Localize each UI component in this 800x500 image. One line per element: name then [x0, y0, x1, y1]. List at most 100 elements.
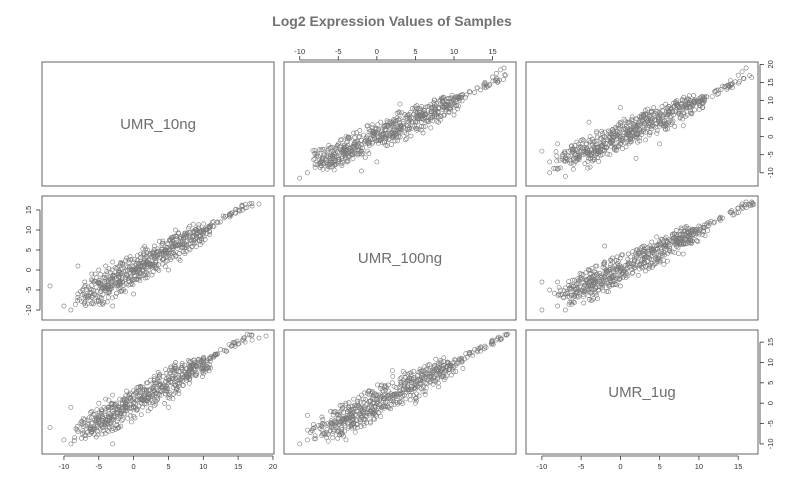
point-dense-p0-512	[340, 154, 345, 160]
panel-frame-r0c0	[41, 61, 275, 187]
point-dense-p2-475	[197, 238, 203, 244]
point-dense-p0-237	[331, 167, 337, 173]
point-dense-p1-506	[696, 107, 702, 112]
point-dense-p2-409	[135, 269, 140, 274]
point-dense-p3-462	[588, 283, 593, 289]
point-dense-p1-225	[673, 99, 678, 105]
point-tail-p5-22	[475, 349, 480, 355]
point-dense-p0-491	[319, 163, 324, 169]
point-dense-p2-125	[98, 296, 104, 302]
point-dense-p1-496	[675, 102, 681, 107]
point-dense-p2-384	[98, 288, 103, 294]
point-dense-p1-446	[627, 136, 633, 141]
point-dense-p2-508	[140, 260, 146, 265]
point-dense-p1-93	[634, 116, 640, 122]
point-dense-p0-519	[414, 115, 420, 121]
point-dense-p1-277	[653, 108, 659, 114]
point-dense-p0-518	[350, 151, 355, 157]
point-dense-p3-292	[587, 268, 593, 273]
point-dense-p2-505	[116, 286, 122, 292]
point-dense-p3-443	[627, 264, 633, 270]
point-tail-p2-3	[194, 232, 200, 237]
point-dense-p0-31	[365, 123, 370, 128]
point-dense-p2-292	[93, 284, 99, 290]
point-dense-p0-152	[322, 146, 328, 152]
point-dense-p3-139	[635, 272, 641, 278]
point-dense-p1-479	[655, 108, 661, 114]
point-dense-p1-393	[594, 145, 599, 150]
point-dense-p3-270	[593, 271, 599, 277]
point-dense-p1-38	[592, 154, 597, 160]
point-dense-p1-262	[682, 98, 688, 103]
point-dense-p0-477	[329, 145, 335, 150]
point-dense-p0-414	[441, 104, 447, 110]
point-dense-p2-431	[131, 277, 136, 282]
point-dense-p3-502	[700, 232, 705, 237]
point-dense-p3-364	[653, 261, 659, 266]
point-dense-p2-429	[125, 275, 131, 281]
point-tail-p0-13	[472, 90, 477, 95]
point-dense-p1-514	[633, 134, 639, 140]
point-p2-11	[103, 263, 109, 269]
point-dense-p4-495	[172, 362, 177, 368]
point-dense-p0-228	[384, 118, 390, 124]
point-dense-p0-346	[390, 124, 396, 130]
point-dense-p0-217	[429, 109, 435, 115]
point-dense-p1-495	[692, 97, 697, 103]
point-tail-p0-21	[467, 89, 473, 95]
point-dense-p3-380	[637, 266, 642, 272]
point-dense-p2-518	[187, 241, 193, 246]
point-dense-p0-186	[440, 107, 446, 112]
point-dense-p1-12	[605, 151, 610, 157]
point-dense-p0-60	[364, 123, 370, 129]
point-dense-p3-411	[613, 267, 619, 272]
point-dense-p0-318	[379, 136, 384, 142]
point-tail-p2-38	[232, 210, 238, 216]
point-dense-p4-321	[128, 419, 134, 425]
point-tail-p2-37	[227, 212, 232, 218]
point-dense-p3-397	[572, 300, 577, 305]
point-dense-p2-418	[110, 273, 116, 279]
point-dense-p0-439	[336, 156, 342, 162]
point-dense-p2-456	[153, 258, 159, 263]
point-dense-p3-510	[677, 232, 682, 238]
point-dense-p3-472	[585, 287, 591, 293]
point-dense-p3-440	[695, 239, 701, 244]
point-dense-p2-517	[182, 234, 188, 240]
point-tail-p1-33	[713, 89, 718, 94]
point-dense-p3-433	[694, 238, 699, 244]
point-p5-38	[493, 337, 499, 343]
point-dense-p2-502	[177, 257, 183, 263]
point-dense-p2-195	[131, 257, 137, 262]
point-dense-p2-363	[146, 261, 152, 266]
point-dense-p0-243	[397, 125, 403, 131]
point-dense-p3-490	[564, 291, 570, 297]
point-dense-p0-348	[426, 104, 432, 109]
bottom-axis-col1-label-2: 0	[132, 462, 136, 471]
point-dense-p3-351	[618, 265, 624, 271]
point-dense-p2-493	[92, 278, 97, 284]
point-dense-p3-437	[609, 275, 615, 281]
point-dense-p1-164	[621, 116, 627, 122]
point-p2-40	[256, 201, 262, 207]
point-dense-p2-510	[139, 263, 145, 268]
right-axis-row3-label-0: -10	[766, 439, 775, 450]
point-tail-p0-18	[501, 77, 506, 82]
point-dense-p2-471	[118, 271, 124, 276]
point-dense-p3-257	[630, 264, 636, 269]
point-dense-p3-466	[587, 271, 593, 276]
point-tail-p0-32	[463, 92, 469, 98]
point-dense-p2-183	[134, 258, 140, 264]
point-p4-44	[166, 404, 171, 410]
bottom-axis-col3-label-2: 0	[618, 462, 622, 471]
point-tail-p2-19	[233, 206, 239, 212]
point-dense-p1-465	[685, 100, 690, 106]
point-tail-p0-30	[446, 102, 452, 107]
point-dense-p1-512	[645, 112, 651, 117]
point-dense-p0-413	[376, 134, 382, 140]
point-dense-p2-486	[170, 249, 176, 255]
point-dense-p2-136	[94, 298, 99, 304]
point-dense-p3-214	[640, 256, 645, 261]
point-dense-p3-332	[601, 261, 606, 267]
point-tail-p1-37	[701, 97, 707, 103]
